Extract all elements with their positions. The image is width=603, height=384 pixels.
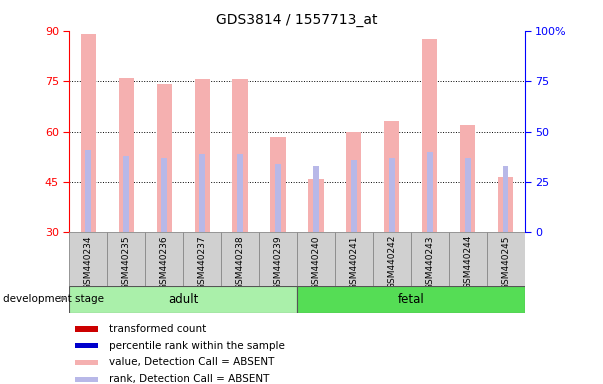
Bar [124,156,129,232]
Text: development stage: development stage [3,294,104,304]
Text: GSM440237: GSM440237 [198,235,207,290]
Bar [503,166,508,232]
Bar [297,286,525,313]
Bar [81,34,96,232]
Bar [195,79,210,232]
Bar [384,121,399,232]
Bar [75,343,98,348]
Text: transformed count: transformed count [109,324,206,334]
Bar [183,232,221,286]
Bar [465,158,470,232]
Bar [145,232,183,286]
Bar [351,160,357,232]
Bar [427,152,432,232]
Bar [313,166,319,232]
Bar [199,154,205,232]
Text: value, Detection Call = ABSENT: value, Detection Call = ABSENT [109,358,274,367]
Bar [162,158,167,232]
Bar [422,39,437,232]
Text: GSM440241: GSM440241 [349,235,358,290]
Bar [460,125,475,232]
Bar [389,158,395,232]
Text: GSM440239: GSM440239 [274,235,283,290]
Bar [275,164,281,232]
Bar [346,131,361,232]
Bar [107,232,145,286]
Bar [373,232,411,286]
Bar [487,232,525,286]
Text: GSM440235: GSM440235 [122,235,131,290]
Bar [75,377,98,382]
Text: GSM440243: GSM440243 [425,235,434,290]
Text: GSM440245: GSM440245 [501,235,510,290]
Text: GSM440244: GSM440244 [463,235,472,290]
Bar [270,137,286,232]
Text: adult: adult [168,293,198,306]
Bar [449,232,487,286]
Title: GDS3814 / 1557713_at: GDS3814 / 1557713_at [216,13,377,27]
Text: GSM440242: GSM440242 [387,235,396,290]
Bar [69,286,297,313]
Text: GSM440238: GSM440238 [236,235,245,290]
Bar [308,179,324,232]
Bar [335,232,373,286]
Text: GSM440240: GSM440240 [311,235,320,290]
Text: GSM440234: GSM440234 [84,235,93,290]
Bar [221,232,259,286]
Bar [498,177,513,232]
Bar [75,360,98,365]
Bar [69,232,107,286]
Text: rank, Detection Call = ABSENT: rank, Detection Call = ABSENT [109,374,270,384]
Text: fetal: fetal [397,293,424,306]
Bar [119,78,134,232]
Bar [259,232,297,286]
Text: GSM440236: GSM440236 [160,235,169,290]
Bar [233,79,248,232]
Bar [75,326,98,332]
Bar [237,154,243,232]
Text: percentile rank within the sample: percentile rank within the sample [109,341,285,351]
Bar [411,232,449,286]
Bar [297,232,335,286]
Bar [157,84,172,232]
Bar [86,150,91,232]
